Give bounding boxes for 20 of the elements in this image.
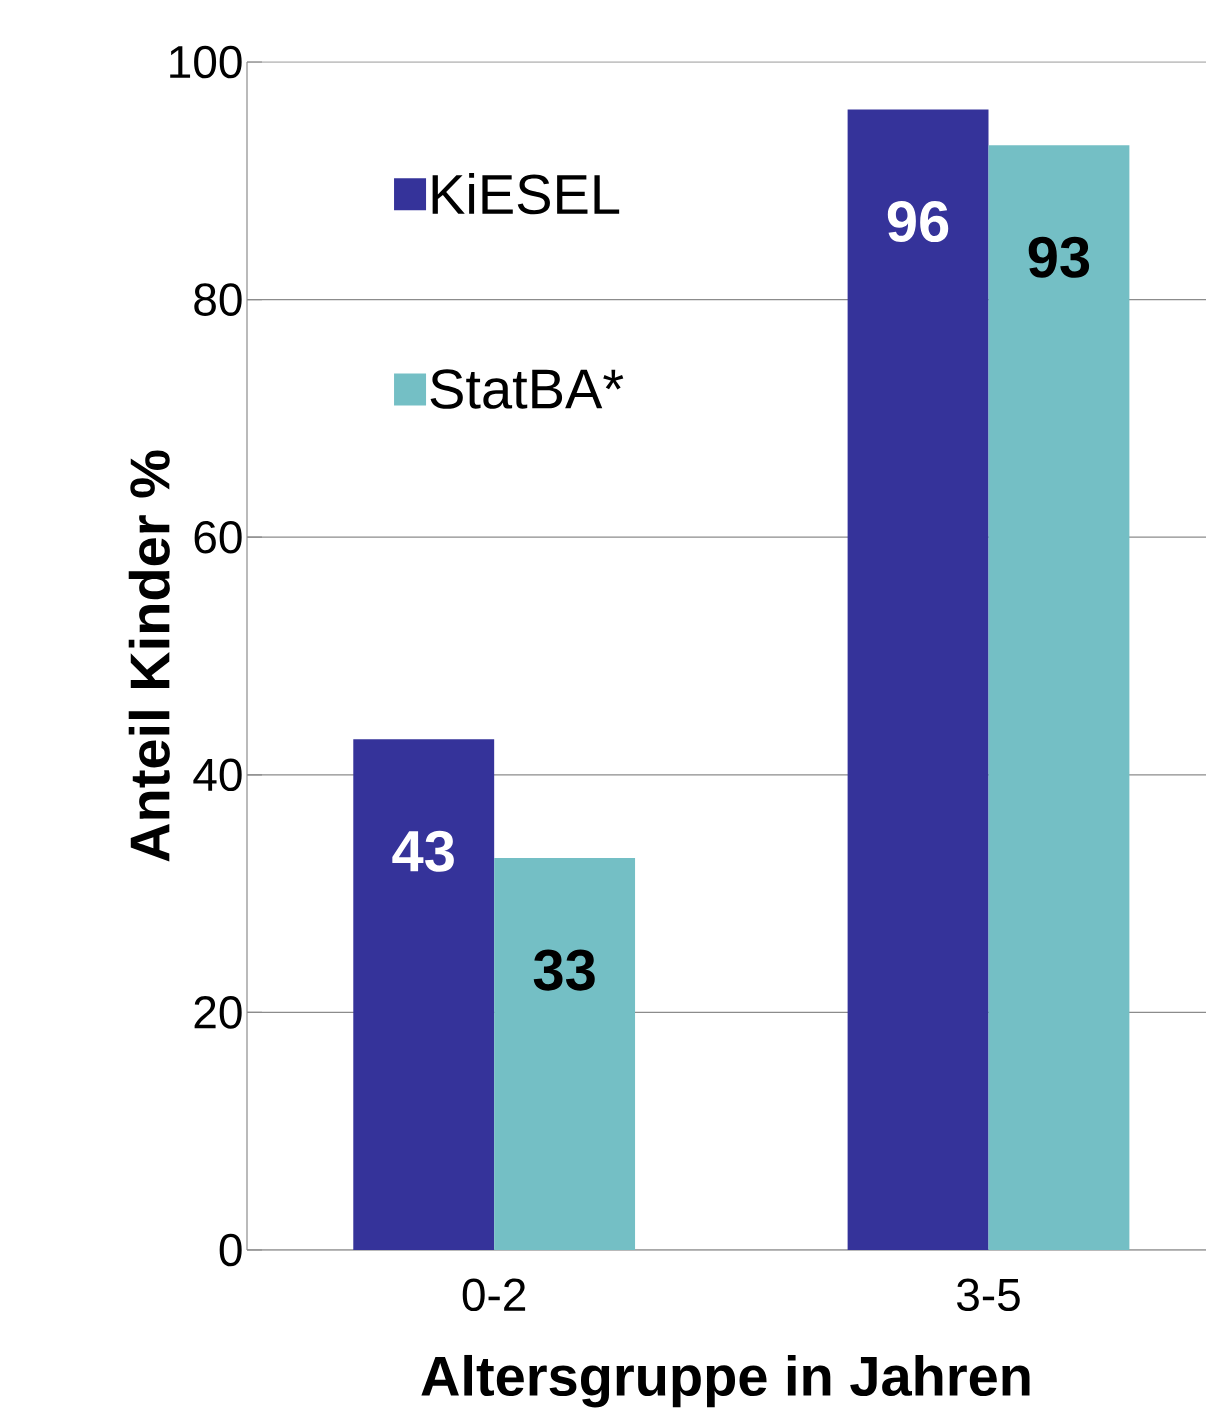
y-tick-label: 0 xyxy=(219,1233,242,1267)
bar xyxy=(353,739,495,1250)
y-tick-label: 40 xyxy=(193,758,242,792)
y-tick-label: 60 xyxy=(194,520,242,554)
x-axis-title: Altersgruppe in Jahren xyxy=(421,1354,1030,1408)
bar xyxy=(988,145,1130,1250)
data-label: 43 xyxy=(392,830,455,872)
bar xyxy=(847,109,989,1250)
bar xyxy=(494,857,636,1250)
x-tick-label: 0-2 xyxy=(462,1278,526,1312)
data-label: 93 xyxy=(1028,236,1090,278)
legend-label: StatBA* xyxy=(430,369,624,409)
y-tick-label: 100 xyxy=(170,45,242,79)
data-label: 33 xyxy=(533,949,595,991)
y-axis-title: Anteil Kinder % xyxy=(128,450,171,862)
data-label: 96 xyxy=(888,201,949,243)
y-tick-label: 80 xyxy=(194,283,242,316)
legend-label: KiESEL xyxy=(432,173,620,215)
y-tick-label: 20 xyxy=(194,996,242,1029)
x-tick-label: 3-5 xyxy=(957,1278,1021,1312)
